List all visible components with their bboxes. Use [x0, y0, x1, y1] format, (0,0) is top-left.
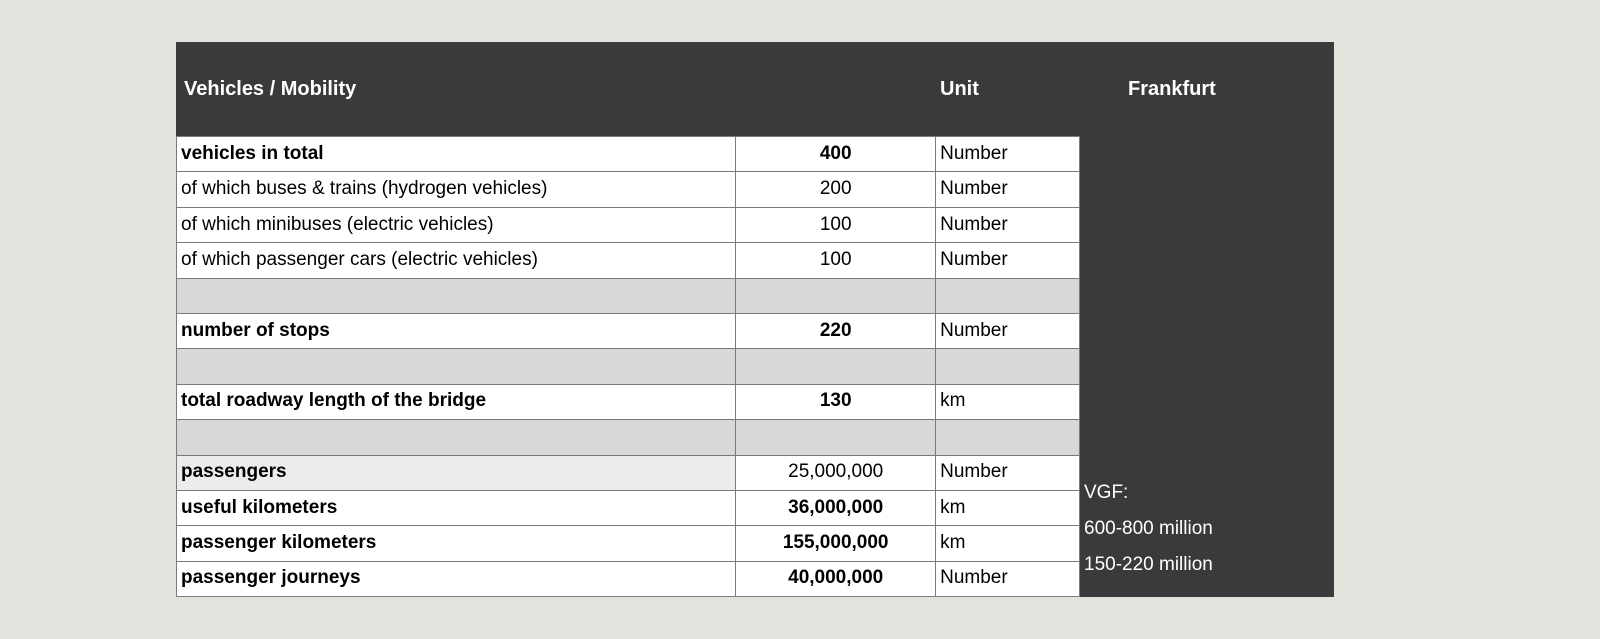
spacer-row: [177, 278, 1080, 313]
spacer-cell: [936, 349, 1080, 384]
row-label: passenger journeys: [177, 561, 736, 596]
row-label: useful kilometers: [177, 490, 736, 525]
row-unit: Number: [936, 172, 1080, 207]
table-row: passenger journeys40,000,000Number: [177, 561, 1080, 596]
mobility-table: vehicles in total400Numberof which buses…: [176, 136, 1080, 597]
spacer-cell: [736, 420, 936, 455]
spacer-cell: [736, 278, 936, 313]
table-wrap: vehicles in total400Numberof which buses…: [176, 136, 1080, 597]
row-unit: Number: [936, 313, 1080, 348]
row-value: 36,000,000: [736, 490, 936, 525]
frankfurt-range-1: 600-800 million: [1084, 518, 1213, 540]
table-row: of which minibuses (electric vehicles)10…: [177, 207, 1080, 242]
row-unit: km: [936, 526, 1080, 561]
table-row: total roadway length of the bridge130km: [177, 384, 1080, 419]
table-header: Vehicles / Mobility Unit Frankfurt: [176, 42, 1334, 136]
table-row: vehicles in total400Number: [177, 137, 1080, 172]
row-label: of which minibuses (electric vehicles): [177, 207, 736, 242]
spacer-cell: [736, 349, 936, 384]
spacer-cell: [177, 420, 736, 455]
spacer-cell: [936, 420, 1080, 455]
row-unit: Number: [936, 137, 1080, 172]
row-label: total roadway length of the bridge: [177, 384, 736, 419]
table-row: passenger kilometers155,000,000km: [177, 526, 1080, 561]
spacer-cell: [936, 278, 1080, 313]
spacer-row: [177, 349, 1080, 384]
table-body-area: vehicles in total400Numberof which buses…: [176, 136, 1334, 597]
row-value: 100: [736, 243, 936, 278]
table-row: of which passenger cars (electric vehicl…: [177, 243, 1080, 278]
row-value: 130: [736, 384, 936, 419]
row-label: passengers: [177, 455, 736, 490]
row-value: 400: [736, 137, 936, 172]
row-unit: Number: [936, 243, 1080, 278]
row-unit: km: [936, 384, 1080, 419]
header-main: Vehicles / Mobility: [176, 78, 736, 101]
row-unit: Number: [936, 455, 1080, 490]
spacer-row: [177, 420, 1080, 455]
table-row: of which buses & trains (hydrogen vehicl…: [177, 172, 1080, 207]
row-value: 220: [736, 313, 936, 348]
row-value: 25,000,000: [736, 455, 936, 490]
row-label: number of stops: [177, 313, 736, 348]
row-label: vehicles in total: [177, 137, 736, 172]
frankfurt-range-2: 150-220 million: [1084, 554, 1213, 576]
row-unit: km: [936, 490, 1080, 525]
row-value: 155,000,000: [736, 526, 936, 561]
row-label: passenger kilometers: [177, 526, 736, 561]
spacer-cell: [177, 278, 736, 313]
mobility-table-panel: Vehicles / Mobility Unit Frankfurt vehic…: [176, 42, 1334, 597]
row-value: 200: [736, 172, 936, 207]
row-unit: Number: [936, 207, 1080, 242]
frankfurt-column: VGF: 600-800 million 150-220 million: [1080, 136, 1334, 597]
table-row: number of stops220Number: [177, 313, 1080, 348]
row-unit: Number: [936, 561, 1080, 596]
table-row: passengers25,000,000Number: [177, 455, 1080, 490]
row-value: 40,000,000: [736, 561, 936, 596]
header-frankfurt: Frankfurt: [1080, 78, 1334, 101]
row-label: of which passenger cars (electric vehicl…: [177, 243, 736, 278]
row-value: 100: [736, 207, 936, 242]
row-label: of which buses & trains (hydrogen vehicl…: [177, 172, 736, 207]
spacer-cell: [177, 349, 736, 384]
table-row: useful kilometers36,000,000km: [177, 490, 1080, 525]
frankfurt-vgf-label: VGF:: [1084, 482, 1128, 504]
header-unit: Unit: [936, 78, 1080, 101]
